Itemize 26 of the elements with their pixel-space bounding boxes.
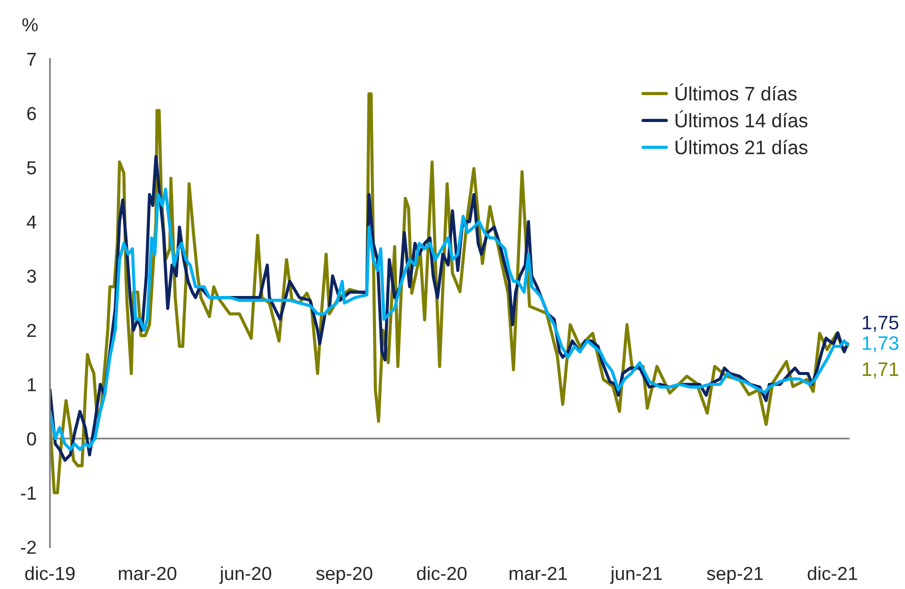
x-tick-label: mar-21 (510, 566, 567, 580)
y-axis-title: % (22, 18, 38, 32)
x-tick-label: dic-20 (417, 566, 467, 580)
y-tick-label: 1 (28, 378, 36, 392)
y-tick-label: 7 (27, 52, 36, 66)
legend-label: Últimos 14 días (676, 110, 808, 128)
x-tick-label: dic-19 (25, 566, 75, 580)
y-tick-label: -1 (20, 486, 36, 500)
x-tick-label: mar-20 (118, 566, 176, 580)
y-tick-label: 4 (26, 216, 36, 228)
x-tick-label: dic-21 (808, 566, 858, 580)
x-tick-label: jun-21 (610, 566, 662, 584)
x-tick-label: sep-20 (316, 566, 372, 584)
legend-label: Últimos 7 días (676, 84, 797, 101)
y-tick-label: 5 (27, 161, 36, 174)
y-tick-label: 0 (27, 432, 36, 446)
y-tick-label: -2 (20, 540, 36, 554)
legend-label: Últimos 21 días (676, 137, 808, 154)
x-tick-label: jun-20 (219, 566, 272, 584)
y-tick-label: 3 (27, 270, 36, 283)
y-tick-label: 2 (27, 324, 36, 337)
y-tick-label: 6 (27, 106, 36, 120)
annotation: 1,73 (862, 336, 898, 352)
annotation: 1,75 (862, 316, 898, 332)
annotation: 1,71 (862, 362, 898, 378)
x-tick-label: sep-21 (706, 566, 763, 584)
